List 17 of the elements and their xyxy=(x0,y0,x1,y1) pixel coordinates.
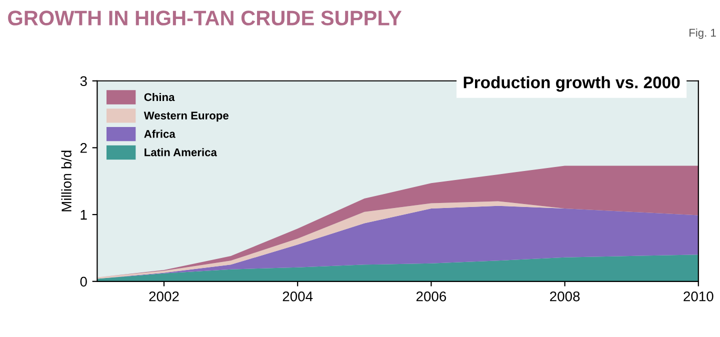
x-tick-label: 2006 xyxy=(416,291,446,302)
x-tick-label: 2004 xyxy=(282,291,313,302)
legend-label: Western Europe xyxy=(144,112,228,122)
y-axis-title: Million b/d xyxy=(61,150,72,212)
y-tick-label: 2 xyxy=(80,143,87,153)
y-tick-label: 3 xyxy=(80,76,87,86)
y-tick-label: 1 xyxy=(80,210,87,220)
x-tick-label: 2008 xyxy=(550,291,580,302)
legend-label: Africa xyxy=(144,130,176,138)
x-tick-label: 2010 xyxy=(684,291,714,302)
y-tick-label: 0 xyxy=(80,276,87,287)
legend-label: Latin America xyxy=(144,148,217,156)
chart-subtitle: Production growth vs. 2000 xyxy=(464,76,680,92)
chart-title: GROWTH IN HIGH-TAN CRUDE SUPPLY xyxy=(8,10,402,26)
legend-label: China xyxy=(144,92,175,102)
caption: Fig. 1 xyxy=(690,28,716,39)
x-tick-label: 2002 xyxy=(149,291,179,302)
